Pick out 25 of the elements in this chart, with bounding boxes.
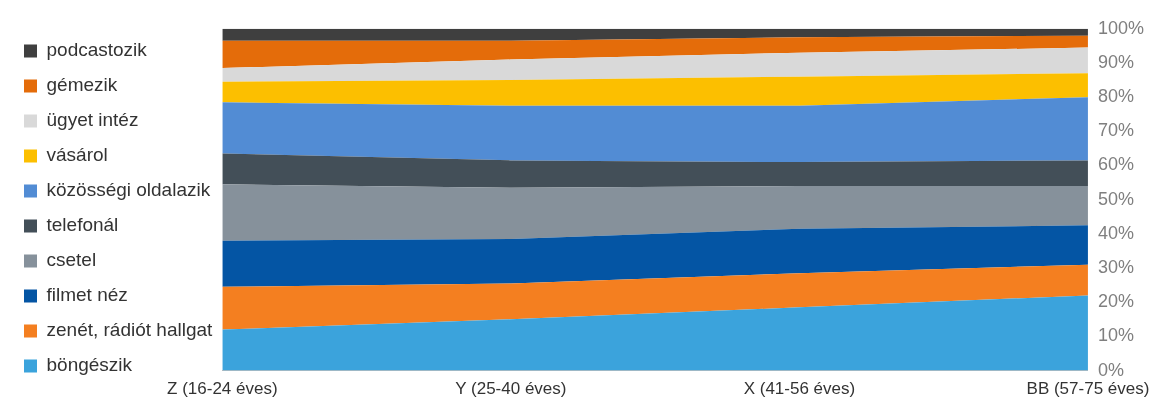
legend-label: böngészik — [46, 354, 133, 376]
legend-label: podcastozik — [46, 39, 148, 61]
x-tick-label: Z (16-24 éves) — [167, 379, 278, 399]
y-tick-label: 60% — [1097, 154, 1134, 175]
y-tick-label: 30% — [1097, 257, 1134, 278]
legend-label: telefonál — [46, 214, 119, 236]
y-tick-label: 20% — [1097, 291, 1134, 312]
x-tick-label: X (41-56 éves) — [743, 379, 856, 399]
y-tick-label: 90% — [1097, 51, 1134, 72]
legend-label: csetel — [46, 249, 97, 271]
legend-label: közösségi oldalazik — [46, 179, 211, 201]
y-tick-label: 80% — [1097, 86, 1134, 107]
legend-label: ügyet intéz — [46, 109, 139, 131]
x-tick-label: Y (25-40 éves) — [455, 379, 567, 399]
legend-label: zenét, rádiót hallgat — [46, 319, 214, 341]
x-tick-label: BB (57-75 éves) — [1026, 379, 1150, 399]
y-tick-label: 50% — [1097, 188, 1134, 209]
y-tick-label: 0% — [1097, 359, 1124, 380]
y-tick-label: 40% — [1097, 222, 1134, 243]
legend-label: vásárol — [46, 144, 108, 166]
legend-label: gémezik — [46, 74, 118, 96]
y-tick-label: 10% — [1097, 325, 1134, 346]
y-tick-label: 100% — [1097, 17, 1145, 38]
y-tick-label: 70% — [1097, 120, 1134, 141]
legend-label: filmet néz — [46, 284, 128, 306]
